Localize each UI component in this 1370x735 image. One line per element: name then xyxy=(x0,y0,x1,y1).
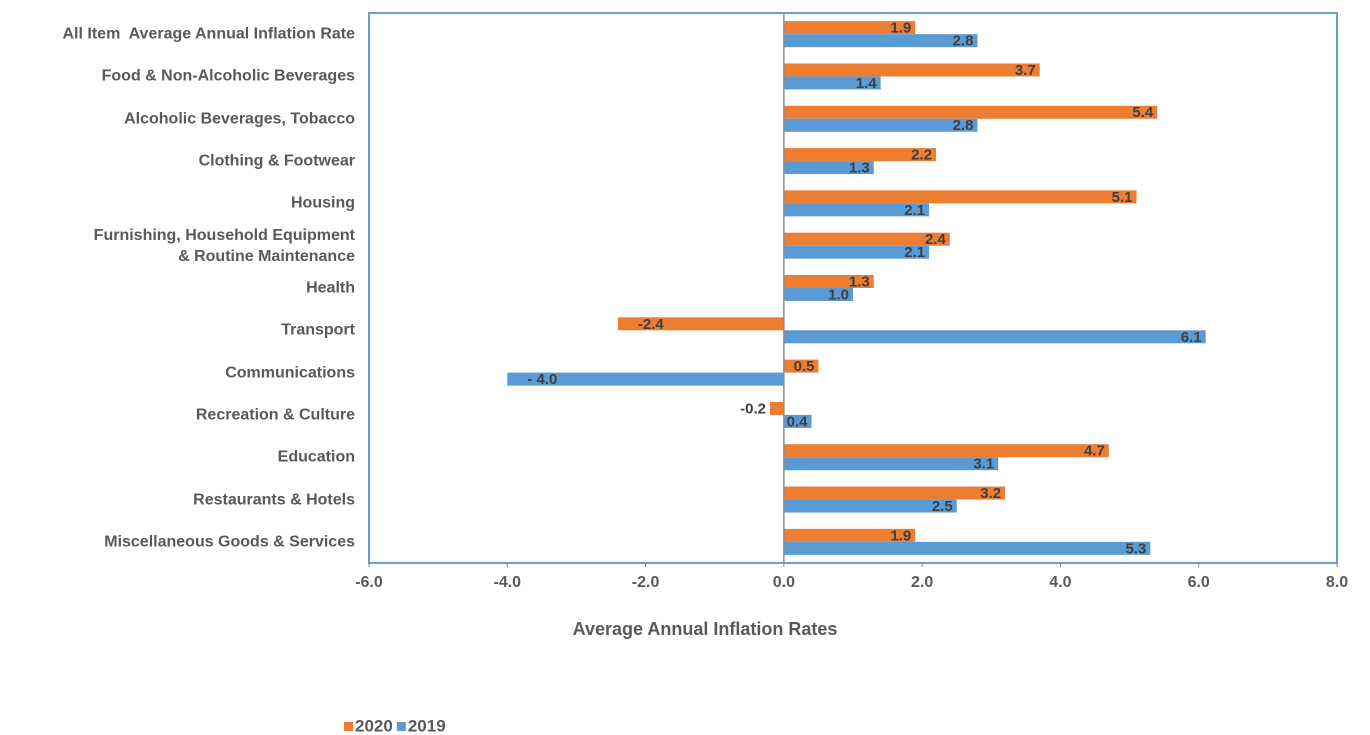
bar xyxy=(783,21,916,35)
bar xyxy=(783,486,1006,500)
bar xyxy=(783,541,1151,555)
bar xyxy=(783,118,978,132)
legend-swatch xyxy=(396,722,406,731)
x-tick-label: 2.0 xyxy=(911,574,933,591)
data-label: 2.1 xyxy=(904,244,925,261)
bar xyxy=(783,161,874,175)
data-label: 2.5 xyxy=(932,498,953,515)
bar xyxy=(783,232,950,246)
x-tick-label: -6.0 xyxy=(355,574,383,591)
x-tick-label: 4.0 xyxy=(1049,574,1071,591)
data-label: 6.1 xyxy=(1181,329,1202,346)
bar xyxy=(783,288,853,301)
data-label: 1.9 xyxy=(890,20,911,37)
data-label: 0.5 xyxy=(794,358,815,375)
data-label: 2.8 xyxy=(953,33,974,50)
x-tick-label: -2.0 xyxy=(632,574,660,591)
data-label: - 4.0 xyxy=(527,371,557,388)
y-tick-label: Recreation & Culture xyxy=(195,406,355,424)
data-label: 5.4 xyxy=(1132,104,1154,121)
x-tick-label: 0.0 xyxy=(773,574,795,591)
data-label: 1.0 xyxy=(828,286,849,303)
bar xyxy=(783,34,978,48)
data-label: 4.7 xyxy=(1084,443,1105,460)
data-label: 2.2 xyxy=(911,147,932,164)
bar xyxy=(617,317,784,331)
y-tick-label: Education xyxy=(277,448,355,466)
y-tick-label: All Item Average Annual Inflation Rate xyxy=(62,25,356,43)
y-tick-label: Clothing & Footwear xyxy=(198,152,355,170)
bar xyxy=(783,457,999,471)
y-tick-label: Restaurants & Hotels xyxy=(193,491,355,509)
data-label: 3.1 xyxy=(973,456,994,473)
y-tick-label: Transport xyxy=(281,321,355,339)
x-tick-label: 8.0 xyxy=(1326,574,1348,591)
data-label: -0.2 xyxy=(740,400,766,417)
data-label: 3.7 xyxy=(1015,62,1036,79)
bar xyxy=(507,372,784,386)
bar xyxy=(783,275,874,288)
bar xyxy=(783,330,1206,344)
data-label: 0.4 xyxy=(787,413,809,430)
plot-border xyxy=(368,12,1338,564)
data-label: 1.3 xyxy=(849,273,870,290)
bar xyxy=(783,148,936,162)
data-label: 2.8 xyxy=(953,117,974,134)
legend-swatch xyxy=(344,722,353,731)
y-tick-label: Miscellaneous Goods & Services xyxy=(104,533,355,551)
y-tick-label: Communications xyxy=(225,364,355,382)
x-axis-label: Average Annual Inflation Rates xyxy=(573,619,838,639)
data-label: 5.1 xyxy=(1112,189,1133,206)
bar xyxy=(770,401,784,415)
bar xyxy=(783,359,819,373)
data-label: 2.4 xyxy=(925,231,947,248)
data-label: -2.4 xyxy=(638,316,665,333)
data-label: 1.9 xyxy=(890,527,911,544)
y-tick-label: Furnishing, Household Equipment & Routin… xyxy=(93,226,355,265)
y-tick-label: Health xyxy=(306,279,355,297)
bar xyxy=(783,245,930,259)
data-label: 1.4 xyxy=(856,75,878,92)
bar xyxy=(783,444,1109,458)
bar xyxy=(783,76,881,90)
bar xyxy=(783,105,1158,119)
data-label: 3.2 xyxy=(980,485,1001,502)
y-tick-label: Housing xyxy=(291,194,355,212)
x-tick-label: 6.0 xyxy=(1188,574,1210,591)
bar xyxy=(783,499,957,513)
bar xyxy=(783,63,1040,77)
bar xyxy=(783,190,1137,204)
bar xyxy=(783,203,930,217)
y-tick-label: Alcoholic Beverages, Tobacco xyxy=(124,110,355,128)
data-label: 2.1 xyxy=(904,202,925,219)
data-label: 1.3 xyxy=(849,160,870,177)
x-tick-label: -4.0 xyxy=(493,574,521,591)
bar xyxy=(783,414,812,428)
y-tick-label: Food & Non-Alcoholic Beverages xyxy=(101,67,355,85)
data-label: 5.3 xyxy=(1125,540,1146,557)
legend-label: 2019 xyxy=(408,716,446,735)
bar xyxy=(783,528,916,542)
legend-label: 2020 xyxy=(355,716,393,735)
